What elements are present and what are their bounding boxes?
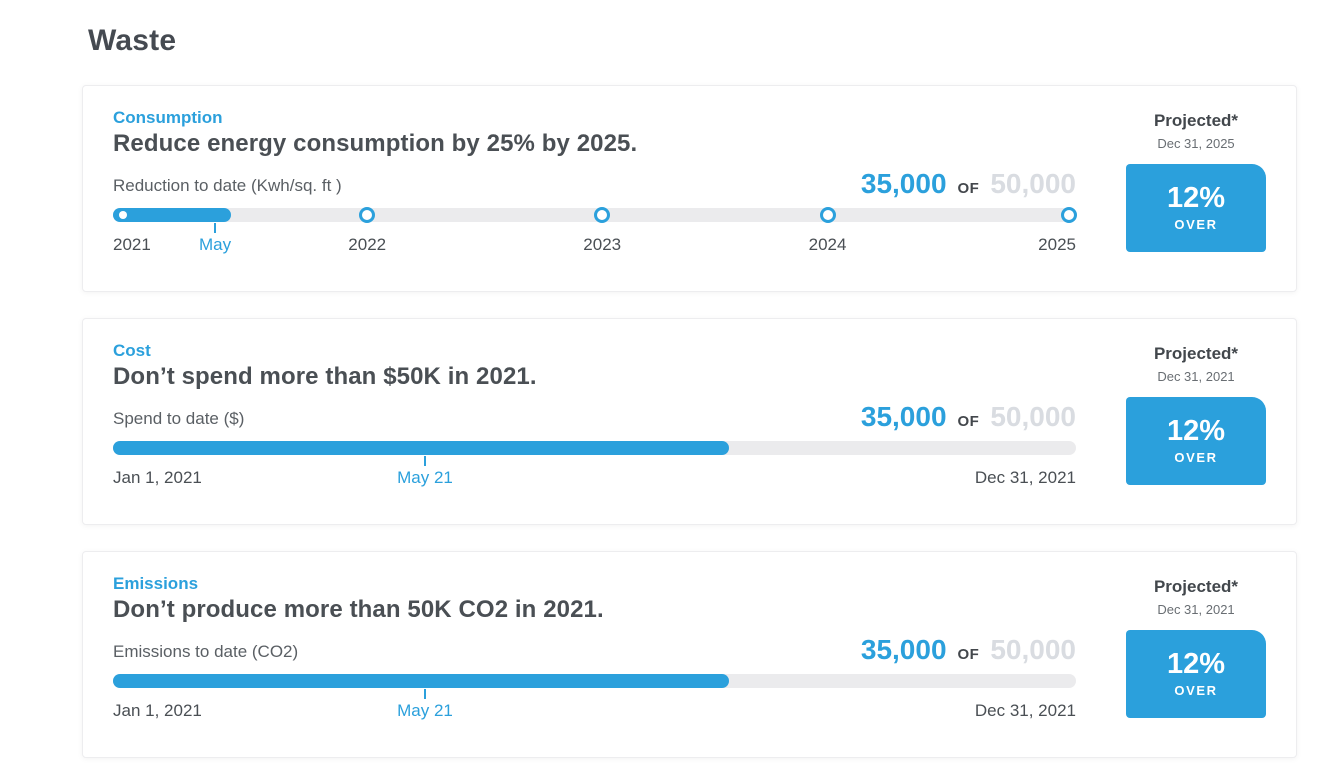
badge-caption: OVER bbox=[1174, 450, 1218, 465]
start-dot bbox=[119, 210, 127, 219]
timeline-labels: Jan 1, 2021 May 21 Dec 31, 2021 bbox=[113, 688, 1076, 725]
projected-label: Projected* bbox=[1153, 111, 1239, 130]
current-date-tick bbox=[424, 688, 426, 699]
target-value: 50,000 bbox=[990, 634, 1076, 665]
card-consumption: Consumption Reduce energy consumption by… bbox=[82, 85, 1297, 292]
timeline-label: Dec 31, 2021 bbox=[974, 467, 1076, 487]
progress-track bbox=[113, 673, 1076, 688]
goal-title: Don’t spend more than $50K in 2021. bbox=[113, 363, 537, 390]
timeline-labels: 2021 May 2022 2023 2024 2025 bbox=[113, 222, 1076, 259]
of-label: OF bbox=[957, 413, 980, 430]
progress-fill bbox=[113, 207, 232, 222]
badge-value: 12% bbox=[1166, 648, 1226, 680]
current-value: 35,000 bbox=[860, 168, 947, 199]
category-link[interactable]: Cost bbox=[113, 341, 151, 360]
metric-label: Reduction to date (Kwh/sq. ft ) bbox=[113, 175, 342, 195]
card-emissions: Emissions Don’t produce more than 50K CO… bbox=[82, 551, 1297, 758]
category-link[interactable]: Consumption bbox=[113, 108, 223, 127]
progress-values: 35,000 OF 50,000 bbox=[860, 401, 1076, 433]
badge-caption: OVER bbox=[1174, 217, 1218, 232]
progress-track bbox=[113, 206, 1078, 223]
card-cost: Cost Don’t spend more than $50K in 2021.… bbox=[82, 318, 1297, 525]
metric-label: Emissions to date (CO2) bbox=[113, 641, 299, 661]
target-value: 50,000 bbox=[990, 401, 1076, 432]
progress-values: 35,000 OF 50,000 bbox=[860, 634, 1076, 666]
metric-row: Reduction to date (Kwh/sq. ft ) 35,000 O… bbox=[113, 168, 1076, 200]
progress-fill bbox=[113, 440, 730, 455]
page-title: Waste bbox=[88, 24, 177, 57]
timeline-labels: Jan 1, 2021 May 21 Dec 31, 2021 bbox=[113, 455, 1076, 492]
projected-date: Dec 31, 2021 bbox=[1157, 369, 1235, 384]
timeline-label: May bbox=[199, 234, 232, 254]
timeline-label: Dec 31, 2021 bbox=[974, 700, 1076, 720]
projected-panel: Projected* Dec 31, 2021 12% OVER bbox=[1126, 574, 1266, 733]
milestone-ring bbox=[819, 206, 836, 223]
timeline-label: May 21 bbox=[397, 467, 453, 487]
badge-value: 12% bbox=[1166, 415, 1226, 447]
current-value: 35,000 bbox=[860, 634, 947, 665]
badge-value: 12% bbox=[1166, 182, 1226, 214]
metric-row: Emissions to date (CO2) 35,000 OF 50,000 bbox=[113, 634, 1076, 666]
timeline-label: Jan 1, 2021 bbox=[113, 700, 202, 720]
timeline-label: 2022 bbox=[348, 234, 387, 254]
current-value: 35,000 bbox=[860, 401, 947, 432]
milestone-ring bbox=[359, 206, 376, 223]
projected-panel: Projected* Dec 31, 2021 12% OVER bbox=[1126, 341, 1266, 500]
progress-values: 35,000 OF 50,000 bbox=[860, 168, 1076, 200]
timeline-label: May 21 bbox=[397, 700, 453, 720]
goal-title: Reduce energy consumption by 25% by 2025… bbox=[113, 130, 638, 157]
projected-label: Projected* bbox=[1153, 577, 1239, 596]
projected-badge: 12% OVER bbox=[1126, 630, 1266, 718]
timeline-label: Jan 1, 2021 bbox=[113, 467, 202, 487]
card-main: Emissions Don’t produce more than 50K CO… bbox=[113, 574, 1076, 733]
projected-panel: Projected* Dec 31, 2025 12% OVER bbox=[1126, 108, 1266, 267]
milestone-ring bbox=[1061, 206, 1078, 223]
card-main: Cost Don’t spend more than $50K in 2021.… bbox=[113, 341, 1076, 500]
projected-badge: 12% OVER bbox=[1126, 397, 1266, 485]
projected-date: Dec 31, 2021 bbox=[1157, 602, 1235, 617]
projected-label: Projected* bbox=[1153, 344, 1239, 363]
timeline-label: 2021 bbox=[113, 234, 151, 254]
projected-date: Dec 31, 2025 bbox=[1157, 136, 1235, 151]
timeline-label: 2025 bbox=[1038, 234, 1076, 254]
goal-title: Don’t produce more than 50K CO2 in 2021. bbox=[113, 596, 604, 623]
target-value: 50,000 bbox=[990, 168, 1076, 199]
timeline-label: 2023 bbox=[583, 234, 622, 254]
card-main: Consumption Reduce energy consumption by… bbox=[113, 108, 1078, 267]
of-label: OF bbox=[957, 646, 980, 663]
progress-track bbox=[113, 440, 1076, 455]
current-date-tick bbox=[424, 455, 426, 466]
category-link[interactable]: Emissions bbox=[113, 574, 199, 593]
projected-badge: 12% OVER bbox=[1126, 164, 1266, 252]
badge-caption: OVER bbox=[1174, 683, 1218, 698]
progress-fill bbox=[113, 673, 730, 688]
current-date-tick bbox=[214, 222, 217, 233]
milestone-ring bbox=[594, 206, 611, 223]
metric-label: Spend to date ($) bbox=[113, 408, 245, 428]
timeline-label: 2024 bbox=[808, 234, 847, 254]
metric-row: Spend to date ($) 35,000 OF 50,000 bbox=[113, 401, 1076, 433]
of-label: OF bbox=[957, 180, 980, 197]
